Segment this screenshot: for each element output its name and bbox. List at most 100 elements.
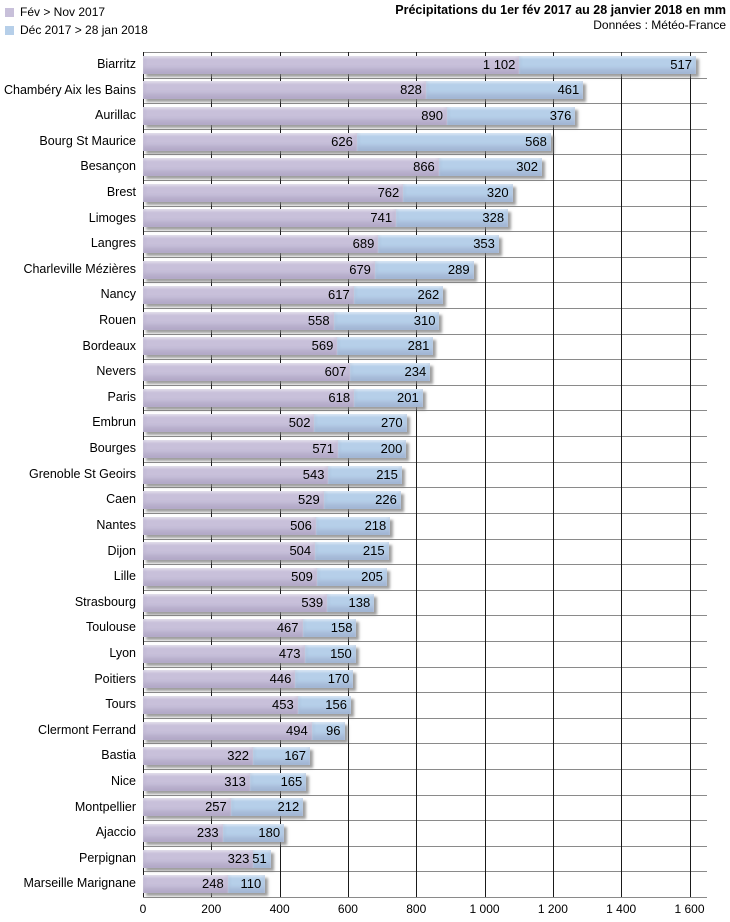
bar-segment-period1 [143,721,312,740]
value-label-period1: 529 [297,492,320,508]
gridline-horizontal [143,692,707,694]
gridline-horizontal [143,564,707,566]
value-label-period2: 215 [362,543,385,559]
value-label-period1: 1 102 [482,56,516,72]
value-label-period1: 617 [328,287,350,303]
bar-row: 890 376 [143,107,576,125]
bar-row: 257 212 [143,798,304,817]
gridline-vertical [552,52,554,897]
value-label-period2: 310 [413,312,436,328]
value-label-period2: 158 [330,620,353,636]
value-label-period1: 494 [286,722,308,738]
bar-segment-period1 [143,209,397,228]
category-label: Toulouse [85,620,136,635]
value-label-period1: 539 [301,594,324,610]
gridline-horizontal [143,128,707,130]
gridline-horizontal [143,640,707,642]
bar-segment-period1 [143,414,315,433]
value-label-period1: 248 [202,876,224,892]
bar-segment-period1 [143,107,447,125]
value-label-period1: 473 [278,645,301,661]
bar-segment-period2 [295,670,354,689]
bar-row: 453 156 [143,695,351,714]
gridline-horizontal [143,871,707,873]
value-label-period1: 322 [227,748,249,764]
value-label-period2: 170 [327,671,350,687]
bar-segment-period2 [519,55,696,74]
legend-swatch-period1-icon [5,7,14,17]
bar-row: 679 289 [143,260,474,279]
x-axis-tick-label: 1 200 [537,902,568,916]
legend-item-period2: Déc 2017 > 28 jan 2018 [5,21,148,39]
gridline-horizontal [143,103,707,105]
bar-row: 322 167 [143,747,310,766]
value-label-period1: 626 [331,133,353,149]
bar-segment-period2 [297,695,351,714]
value-label-period2: 167 [284,748,307,764]
bar-segment-period2 [327,593,375,612]
bar-segment-period1 [143,286,354,305]
bar-segment-period2 [403,183,513,202]
value-label-period2: 226 [375,492,397,508]
category-label: Biarritz [97,57,136,71]
gridline-horizontal [143,359,707,361]
bar-segment-period1 [143,183,404,202]
value-label-period2: 205 [361,568,383,584]
bar-segment-period1 [143,798,231,817]
x-axis-tick-label: 1 600 [674,902,705,916]
category-label: Clermont Ferrand [38,722,136,737]
bar-segment-period1 [143,516,316,535]
legend-label-period1: Fév > Nov 2017 [20,5,106,19]
bar-segment-period2 [316,567,387,586]
value-label-period2: 200 [380,440,403,456]
value-label-period2: 270 [380,415,403,431]
bar-row: 248 110 [143,875,266,894]
value-label-period1: 890 [421,108,443,123]
bar-segment-period2 [438,158,542,177]
gridline-vertical [416,52,418,897]
value-label-period2: 234 [404,364,427,380]
category-label: Nancy [100,287,136,302]
gridline-horizontal [143,615,707,617]
bar-segment-period1 [143,593,328,612]
value-label-period1: 618 [328,389,351,405]
bar-segment-period1 [143,823,223,842]
bar-segment-period1 [143,465,329,484]
category-label: Charleville Mézières [23,261,136,276]
bar-segment-period2 [222,823,285,842]
bar-segment-period2 [311,721,345,740]
bar-segment-period2 [446,107,576,125]
gridline-horizontal [143,154,707,156]
bar-row: 502 270 [143,414,407,433]
gridline-horizontal [143,52,707,53]
category-label: Bastia [101,748,136,763]
category-label: Montpellier [74,799,136,814]
value-label-period1: 689 [352,236,375,252]
gridline-horizontal [143,487,707,489]
bar-row: 828 461 [143,81,584,100]
category-label: Bourges [89,441,136,456]
gridline-vertical [621,52,623,897]
value-label-period1: 543 [302,466,325,482]
value-label-period2: 212 [277,799,300,815]
gridline-horizontal [143,845,707,847]
bar-segment-period1 [143,363,351,382]
bar-row: 571 200 [143,439,407,458]
chart-source: Données : Météo-France [593,18,726,32]
gridline-horizontal [143,538,707,540]
category-label: Dijon [107,543,137,558]
value-label-period2: 110 [240,876,262,892]
value-label-period1: 504 [289,543,312,559]
category-label: Lyon [109,645,136,660]
bar-segment-period2 [249,772,307,791]
value-label-period1: 502 [288,415,311,431]
category-label: Lille [113,569,136,584]
value-label-period2: 517 [670,56,692,72]
value-label-period1: 828 [400,82,422,98]
value-label-period2: 138 [348,594,371,610]
category-label: Rouen [99,313,136,328]
value-label-period2: 461 [557,82,580,98]
category-label: Paris [107,389,136,404]
bar-segment-period2 [315,542,389,561]
